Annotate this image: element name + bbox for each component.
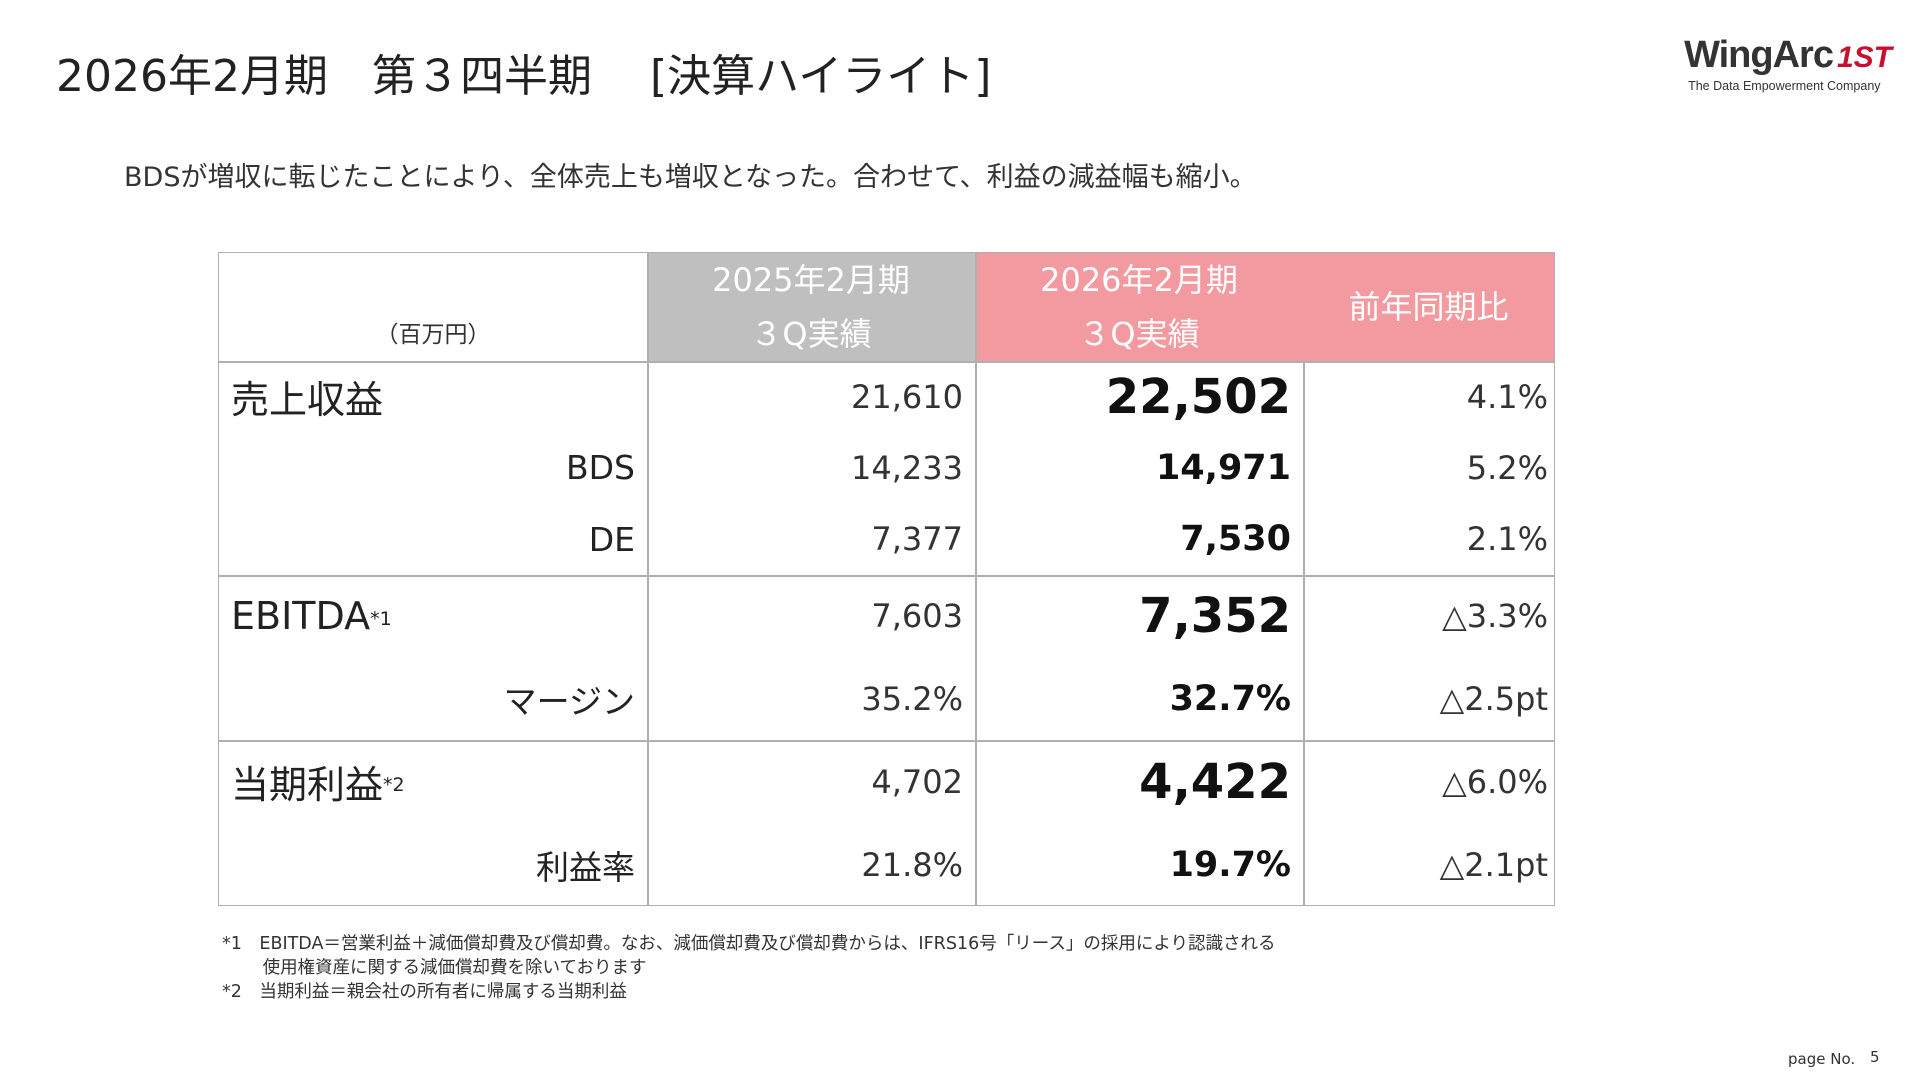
title: 2026年2月期 第３四半期 [決算ハイライト] [56,51,992,102]
column-header-line: 前年同期比 [1348,288,1509,326]
value-cell: 21.8% [861,845,963,884]
sub-row-label: マージン [219,658,647,741]
sub-row-label: 利益率 [219,823,647,906]
label-text: 利益率 [536,847,635,887]
value-cell: △2.5pt [1439,679,1548,718]
footnote: *2 当期利益＝親会社の所有者に帰属する当期利益 [222,982,627,1002]
row-label: EBITDA *1 [219,575,647,658]
row-label: 当期利益 *2 [219,740,647,823]
footnote-ref: *1 [370,608,392,631]
page-number: 5 [1870,1048,1880,1066]
value-cell: 14,971 [1155,447,1291,488]
row-divider [219,361,1554,363]
unit-label: （百万円） [375,322,491,348]
value-cell: △6.0% [1442,762,1548,801]
value-cell: 2.1% [1466,520,1548,559]
value-cell: 32.7% [1169,678,1291,719]
value-cell: △2.1pt [1439,845,1548,884]
row-label: 売上収益 [219,361,647,432]
column-header: 2025年2月期 ３Q実績 [647,253,975,361]
table: （百万円） 2025年2月期 ３Q実績 2026年2月期 ３Q実績 前年同期比売上収益 21… [218,252,1555,906]
column-header-line: ３Q実績 [750,315,872,353]
label-text: マージン [503,681,635,721]
label-text: BDS [566,448,635,488]
label-text: DE [588,519,635,559]
value-cell: 19.7% [1169,844,1291,885]
footnote-ref: *2 [383,773,405,796]
value-cell: 5.2% [1466,448,1548,487]
column-header: 前年同期比 [1303,253,1554,361]
logo-tagline: The Data Empowerment Company [1688,79,1881,93]
logo-mark: 1ST [1836,41,1892,74]
label-text: 売上収益 [231,378,384,423]
value-cell: 7,530 [1180,519,1291,560]
row-divider [219,575,1554,577]
subtitle: BDSが増収に転じたことにより、全体売上も増収となった。合わせて、利益の減益幅も… [124,162,1257,193]
value-cell: 7,377 [871,520,963,559]
column-divider [1303,361,1305,905]
footnote: *1 EBITDA＝営業利益＋減価償却費及び償却費。なお、減価償却費及び償却費か… [222,934,1276,954]
column-divider [975,253,977,905]
sub-row-label: BDS [219,432,647,503]
value-cell: 14,233 [851,448,963,487]
column-header-line: 2025年2月期 [712,261,910,299]
column-header-line: ３Q実績 [1078,315,1200,353]
label-text: EBITDA [231,594,371,639]
row-divider [219,740,1554,742]
value-cell: △3.3% [1442,597,1548,636]
logo: WingArc 1ST The Data Empowerment Company [1684,34,1892,93]
value-cell: 4.1% [1466,377,1548,416]
value-cell: 4,702 [871,762,963,801]
value-cell: 7,603 [871,597,963,636]
value-cell: 22,502 [1105,368,1291,425]
value-cell: 7,352 [1139,588,1291,645]
footnote: 使用権資産に関する減価償却費を除いております [222,958,647,978]
column-header-line: 2026年2月期 [1040,261,1238,299]
sub-row-label: DE [219,504,647,575]
logo-name: WingArc [1684,34,1834,76]
value-cell: 35.2% [861,679,963,718]
value-cell: 4,422 [1139,753,1291,810]
page-label: page No. [1788,1050,1856,1068]
column-header: 2026年2月期 ３Q実績 [975,253,1303,361]
label-text: 当期利益 [231,763,384,807]
column-divider [647,253,649,905]
value-cell: 21,610 [851,377,963,416]
